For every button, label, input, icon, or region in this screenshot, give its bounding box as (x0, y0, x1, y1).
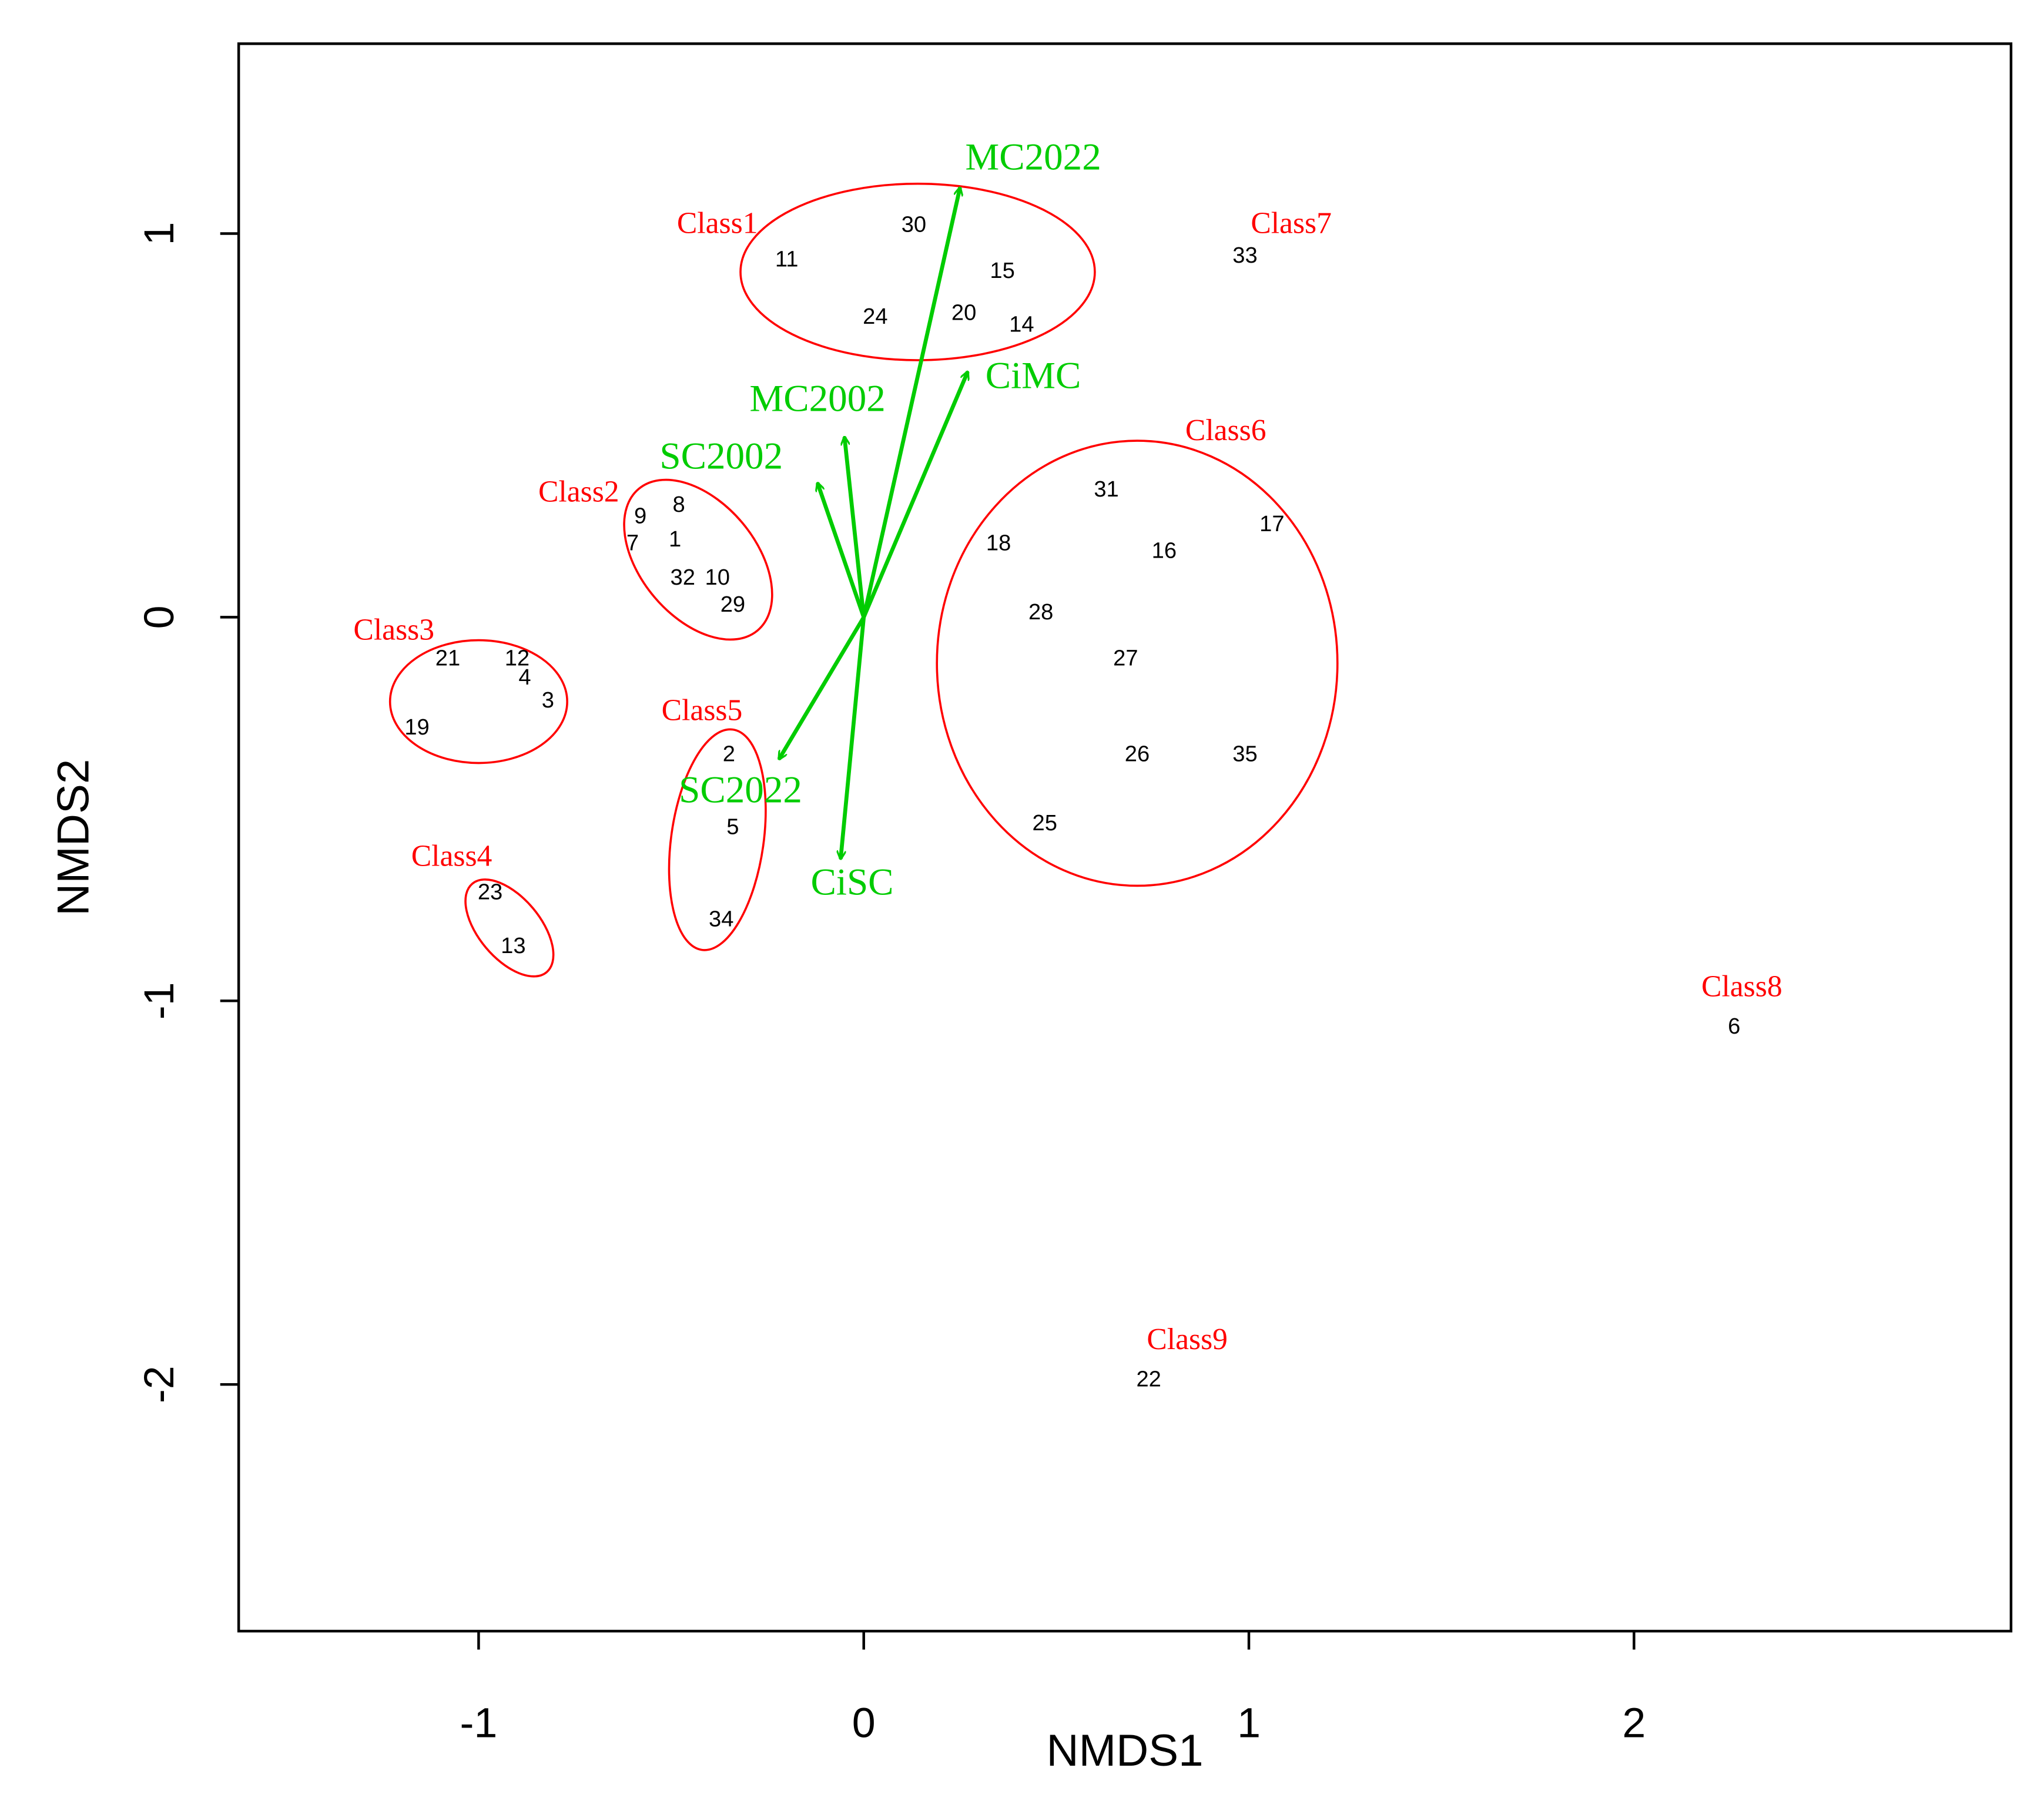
point-label: 22 (1136, 1367, 1161, 1392)
point-label: 24 (863, 304, 887, 329)
vector-label: MC2022 (965, 136, 1101, 178)
vector-arrow (840, 617, 866, 858)
point-label: 32 (671, 565, 695, 590)
point-label: 25 (1033, 810, 1057, 836)
class-label: Class6 (1185, 414, 1266, 447)
point-label: 11 (775, 246, 799, 271)
vector-label: SC2002 (659, 435, 783, 478)
point-label: 6 (1728, 1014, 1740, 1039)
vector-arrow (777, 616, 866, 759)
point-label: 2 (723, 742, 735, 767)
y-tick-label: 0 (136, 605, 183, 629)
class-ellipse (739, 182, 1096, 361)
point-label: 13 (501, 933, 525, 958)
class-ellipse (936, 440, 1339, 887)
x-tick-label: -1 (460, 1700, 497, 1747)
class-label: Class9 (1147, 1323, 1228, 1356)
point-label: 27 (1113, 645, 1138, 670)
point-label: 29 (721, 592, 745, 617)
y-axis-title: NMDS2 (48, 759, 98, 916)
point-label: 34 (709, 906, 733, 931)
point-label: 15 (990, 258, 1014, 283)
class-ellipse (464, 878, 555, 978)
point-label: 30 (902, 212, 926, 237)
plot-frame (237, 42, 2013, 1633)
point-label: 1 (669, 526, 681, 552)
x-axis-title: NMDS1 (1047, 1726, 1204, 1776)
vector-arrow (862, 187, 960, 618)
point-label: 16 (1152, 538, 1177, 563)
vector-arrow (862, 372, 968, 618)
vector-arrow (845, 437, 866, 618)
class-label: Class4 (411, 840, 492, 873)
point-label: 23 (478, 880, 502, 905)
y-tick-label: 1 (136, 222, 183, 246)
point-label: 10 (705, 565, 729, 590)
point-label: 31 (1094, 477, 1118, 502)
point-label: 12 (505, 645, 530, 670)
point-label: 28 (1028, 599, 1053, 625)
class-ellipse (668, 728, 767, 951)
point-label: 14 (1009, 311, 1034, 337)
x-tick-label: 2 (1622, 1700, 1646, 1747)
class-ellipse (623, 478, 773, 641)
point-label: 19 (404, 715, 429, 740)
point-label: 35 (1232, 742, 1257, 767)
point-label: 18 (986, 530, 1011, 555)
y-tick-label: -1 (136, 982, 183, 1019)
class-ellipse (388, 639, 568, 764)
point-label: 21 (435, 645, 460, 670)
point-label: 20 (951, 300, 976, 326)
class-label: Class3 (353, 613, 434, 646)
y-tick-label: -2 (136, 1366, 183, 1403)
point-label: 8 (673, 492, 685, 517)
point-label: 17 (1259, 511, 1284, 536)
point-label: 3 (542, 687, 554, 713)
class-label: Class2 (538, 475, 619, 508)
vector-label: MC2002 (749, 378, 885, 420)
point-label: 33 (1232, 243, 1257, 268)
point-label: 4 (518, 665, 531, 690)
point-label: 9 (634, 504, 646, 529)
x-tick-label: 1 (1237, 1700, 1261, 1747)
point-label: 5 (726, 814, 739, 840)
class-label: Class1 (677, 206, 758, 240)
point-label: 7 (626, 530, 639, 555)
point-label: 26 (1125, 742, 1150, 767)
vector-label: SC2022 (679, 769, 802, 811)
vector-label: CiSC (811, 861, 894, 903)
class-label: Class7 (1251, 206, 1332, 240)
class-label: Class5 (662, 693, 743, 727)
vector-arrow (817, 483, 866, 618)
vector-label: CiMC (986, 355, 1081, 397)
x-tick-label: 0 (852, 1700, 876, 1747)
class-label: Class8 (1701, 970, 1782, 1004)
